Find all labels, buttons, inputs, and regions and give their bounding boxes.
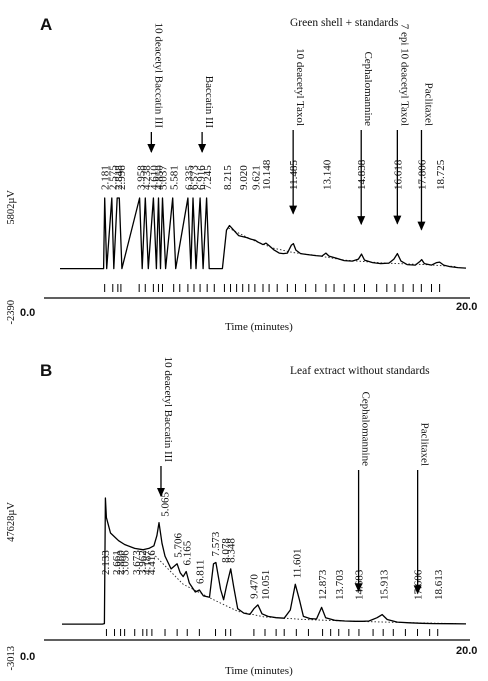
standard-label: 7 epi 10 deacetyl Taxol [398,24,410,126]
peak-rt-label: 2.133 [100,550,112,575]
peak-rt-label: 17.606 [413,569,425,600]
panel-letter: B [40,361,52,380]
chromatogram-trace [62,497,467,625]
peak-rt-label: 10.051 [260,570,272,600]
peak-rt-label: 9.470 [248,574,260,599]
chart-title: Green shell + standards [290,17,399,29]
peak-rt-label: 6.916 [195,165,207,190]
peak-rt-label: 18.725 [435,159,447,190]
x-tick-label-end: 20.0 [456,645,477,657]
x-axis-title: Time (minutes) [225,665,293,677]
standard-label: Paclitaxel [423,83,435,126]
peak-rt-label: 4.416 [146,550,158,575]
peak-rt-label: 3.958 [135,165,147,190]
peak-rt-label: 11.485 [288,160,300,190]
chromatogram-trace [60,197,467,270]
x-tick-label-start: 0.0 [20,307,35,319]
peak-rt-label: 8.078 [220,538,232,563]
peak-rt-label: 4.187 [142,550,154,575]
peak-rt-label: 7.573 [210,531,222,556]
peak-rt-label: 9.621 [250,165,262,190]
standard-arrow-head [357,216,366,226]
peak-rt-label: 9.020 [238,165,250,190]
peak-rt-label: 2.181 [99,165,111,190]
peak-rt-label: 2.848 [113,165,125,190]
panel-a: A Green shell + standards 5802µV -2390 0.0 20… [6,15,477,333]
baseline-dotted [152,553,456,625]
standard-arrow-head [198,144,207,153]
peak-rt-label: 18.613 [433,569,445,600]
y-min-label: -2390 [6,300,17,325]
peak-rt-label: 15.913 [378,569,390,600]
peak-rt-label: 10.148 [261,159,273,190]
peak-rt-label: 16.618 [392,159,404,190]
peak-rt-label: 2.996 [116,165,128,190]
standard-arrow-head [354,583,363,593]
chart-title: Leaf extract without standards [290,365,430,377]
standard-arrow-head [147,144,156,153]
y-max-label: 5802µV [6,190,17,225]
peak-rt-label: 13.140 [322,159,334,190]
peak-rt-label: 2.860 [115,550,127,575]
peak-rt-label: 5.037 [157,165,169,190]
peak-rt-label: 7.245 [202,165,214,190]
peak-rt-label: 6.165 [182,540,194,565]
peak-rt-label: 13.703 [334,569,346,600]
peak-rt-label: 4.238 [141,165,153,190]
panel-letter: A [40,15,52,34]
peak-rt-label: 8.348 [226,538,238,563]
y-max-label: 47628µV [6,502,17,542]
peak-rt-label: 6.335 [184,165,196,190]
peak-rt-label: 11.601 [291,548,303,578]
standard-arrow-head [393,215,402,225]
standard-arrow-head [413,585,422,595]
peak-rt-label: 14.838 [356,159,368,190]
peak-rt-label: 5.706 [172,533,184,558]
peak-rt-label: 6.573 [188,165,200,190]
standard-label: Paclitaxel [419,423,431,466]
x-axis-title: Time (minutes) [225,321,293,333]
standard-label: Cephalomannine [360,391,372,466]
standard-label: Cephalomannine [362,51,374,126]
peak-rt-label: 4.850 [154,165,166,190]
peak-rt-label: 17.806 [417,159,429,190]
standard-label: 10 deacetyl Baccatin III [152,23,164,129]
peak-rt-label: 8.215 [222,165,234,190]
peak-rt-label: 3.096 [120,550,132,575]
panel-b: B Leaf extract without standards 47628µV -3… [6,357,477,677]
peak-rt-label: 4.610 [149,165,161,190]
standard-label: 10 deacetyl Baccatin III [162,357,174,463]
standard-arrow-head [156,488,165,497]
y-min-label: -3013 [6,646,17,671]
standard-label: 10 deacetyl Taxol [294,48,306,126]
x-tick-label-start: 0.0 [20,651,35,663]
peak-rt-label: 5.065 [159,491,171,516]
standard-arrow-head [417,221,426,231]
standard-label: Baccatin III [203,76,215,129]
peak-rt-label: 2.661 [111,550,123,575]
peak-rt-label: 5.581 [168,165,180,190]
peak-rt-label: 3.962 [137,550,149,575]
peak-rt-label: 3.673 [131,550,143,575]
peak-rt-label: 6.811 [195,560,207,584]
standard-arrow-head [289,205,298,215]
peak-rt-label: 2.575 [107,165,119,190]
baseline-dotted [228,227,456,268]
x-tick-label-end: 20.0 [456,301,477,313]
peak-rt-label: 12.873 [317,569,329,600]
